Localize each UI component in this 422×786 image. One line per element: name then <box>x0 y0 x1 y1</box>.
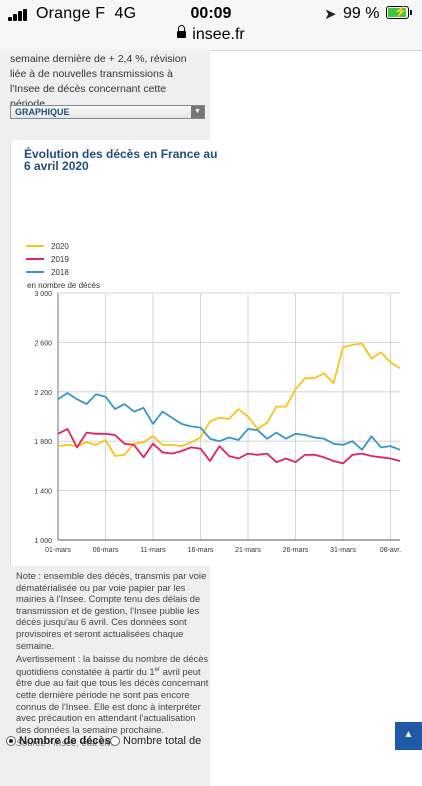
clock: 00:09 <box>190 5 232 22</box>
address-bar[interactable]: insee.fr <box>0 25 422 44</box>
battery-icon: ⚡ <box>386 6 409 19</box>
y-tick-label: 3 000 <box>34 291 52 298</box>
x-tick-label: 06-avr. <box>380 547 401 554</box>
radio-nombre-total[interactable] <box>110 736 120 746</box>
y-tick-label: 1 000 <box>34 538 52 545</box>
series-line-2020 <box>57 342 401 457</box>
signal-icon <box>8 9 30 21</box>
chart-title: Évolution des décès en France au 6 avril… <box>24 147 218 173</box>
note-text: Note : ensemble des décès, transmis par … <box>16 570 207 651</box>
y-tick-label: 2 600 <box>34 340 52 347</box>
intro-text: semaine dernière de + 2,4 %, révision li… <box>10 53 187 110</box>
battery-percent: 99 % <box>343 5 380 22</box>
back-to-top-button[interactable]: ▲ <box>395 722 422 750</box>
radio-nombre-deces[interactable] <box>6 736 16 746</box>
x-tick-label: 31-mars <box>330 547 356 554</box>
series-line-2019 <box>57 427 401 465</box>
x-tick-label: 11-mars <box>140 547 166 554</box>
url-text: insee.fr <box>192 26 245 43</box>
status-bar: Orange F 4G 00:09 ➤ 99 % ⚡ insee.fr <box>0 0 422 51</box>
series-line-2018 <box>57 392 401 451</box>
intro-section: semaine dernière de + 2,4 %, révision li… <box>0 50 210 126</box>
network-label: 4G <box>114 5 137 22</box>
legend-label-2020: 2020 <box>51 242 69 251</box>
x-tick-label: 06-mars <box>93 547 119 554</box>
radio-nombre-deces-label[interactable]: Nombre de décès <box>19 735 111 747</box>
view-select[interactable]: GRAPHIQUE ▼ <box>10 105 205 119</box>
line-chart: 2020 2019 2018 en nombre de décès 1 000 1 400… <box>26 242 401 554</box>
display-options: Nombre de décès Nombre total de <box>0 730 422 750</box>
radio-nombre-total-label[interactable]: Nombre total de <box>123 735 202 747</box>
x-tick-label: 21-mars <box>235 547 261 554</box>
x-tick-label: 01-mars <box>45 547 71 554</box>
y-tick-label: 1 800 <box>34 439 52 446</box>
legend-label-2018: 2018 <box>51 268 69 277</box>
chart-container: Évolution des décès en France au 6 avril… <box>10 140 422 566</box>
view-select-value: GRAPHIQUE <box>15 107 70 117</box>
carrier-label: Orange F 4G <box>36 5 137 22</box>
warning-text: Avertissement : la baisse du nombre de d… <box>16 653 209 735</box>
source-text: Source : Insee, état civil <box>16 737 116 749</box>
arrow-up-icon: ▲ <box>403 729 414 740</box>
x-tick-label: 26-mars <box>283 547 309 554</box>
chart-notes: Note : ensemble des décès, transmis par … <box>10 570 210 751</box>
chevron-down-icon: ▼ <box>191 106 204 118</box>
location-arrow-icon: ➤ <box>324 6 337 23</box>
x-tick-label: 16-mars <box>188 547 214 554</box>
y-axis-caption: en nombre de décès <box>27 281 100 290</box>
y-tick-label: 2 200 <box>34 390 52 397</box>
lock-icon <box>177 25 187 38</box>
y-tick-label: 1 400 <box>34 489 52 496</box>
legend-label-2019: 2019 <box>51 255 69 264</box>
